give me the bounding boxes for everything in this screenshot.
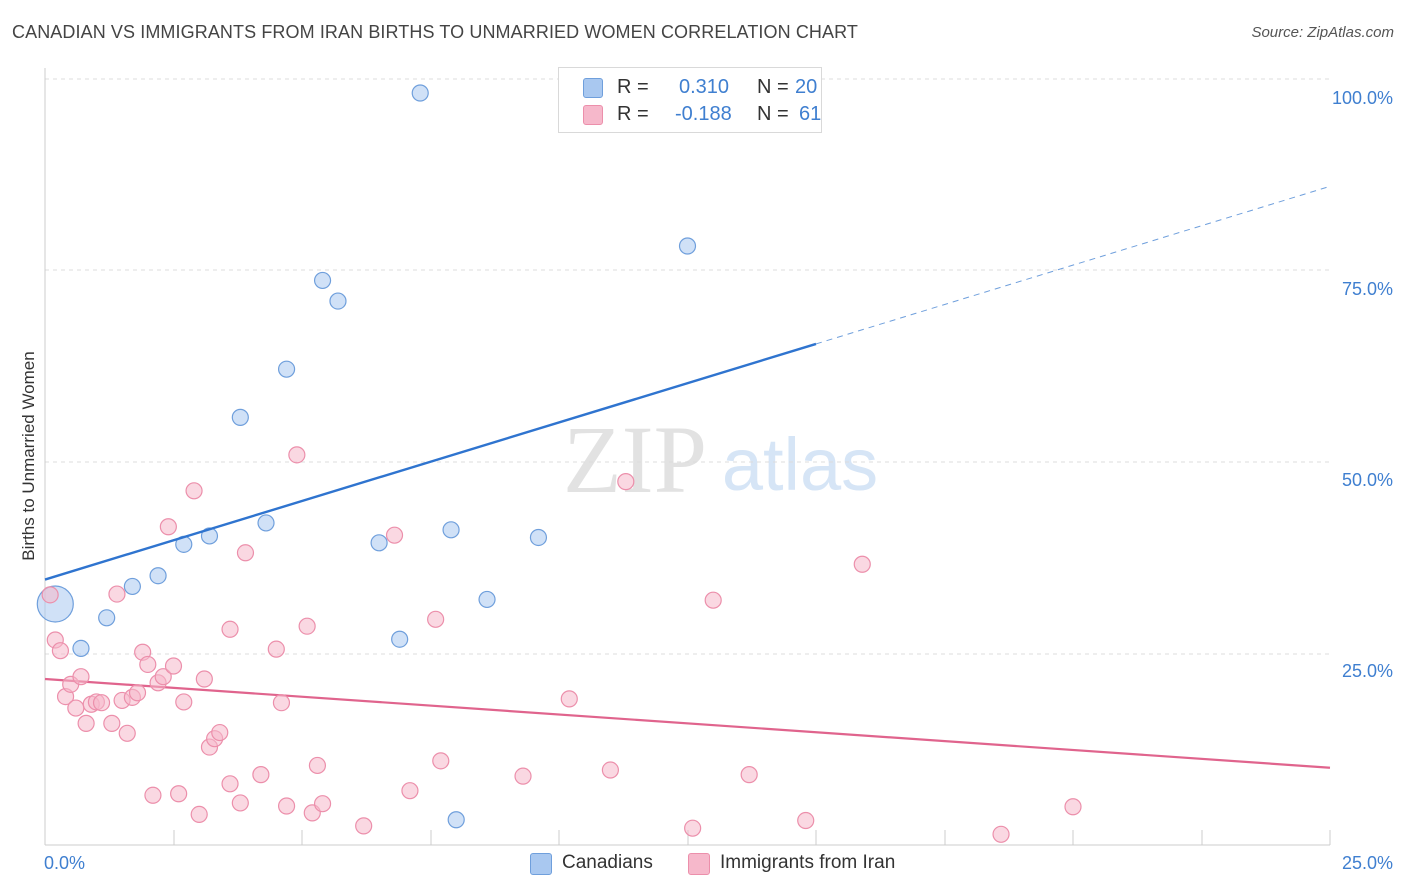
point-canadians [411,84,429,102]
point-iran [128,684,147,702]
point-iran [103,714,121,732]
point-iran [704,591,722,609]
point-iran [190,805,208,824]
legend-n-label: N = [757,103,789,125]
point-iran [236,544,255,562]
bottom-legend-swatch-iran [688,853,710,875]
point-iran [313,795,332,813]
x-tick-label: 25.0% [1342,853,1393,873]
point-iran [221,620,239,638]
point-canadians [200,527,219,545]
point-iran [144,786,162,804]
point-iran [427,610,445,628]
point-iran [560,690,578,708]
point-canadians [478,590,496,609]
watermark-atlas: atlas [722,423,878,506]
point-iran [992,825,1010,843]
point-iran [308,756,327,775]
legend-r-value: -0.188 [675,103,732,125]
bottom-legend-swatch-canadians [530,853,552,875]
point-canadians [447,811,465,829]
point-iran [401,782,419,800]
point-canadians [370,534,388,552]
bottom-legend-label: Canadians [562,852,653,873]
point-iran [601,761,620,779]
legend-n-value: 61 [799,103,822,125]
x-tick-label: 0.0% [44,853,85,873]
point-iran [154,668,172,686]
point-iran [108,585,126,603]
point-iran [41,586,59,604]
point-iran [853,555,871,573]
point-iran [272,694,291,712]
source-label: Source: ZipAtlas.com [1251,24,1394,41]
point-iran [139,655,157,674]
point-iran [77,714,95,732]
point-iran [514,767,532,785]
point-canadians [123,577,141,596]
point-canadians [277,360,296,378]
y-tick-label: 100.0% [1332,88,1393,108]
trend-line-canadians-extension [815,185,1331,345]
point-iran [385,526,404,544]
legend-swatch-canadians [583,78,603,98]
point-canadians [391,630,409,648]
point-iran [277,797,296,815]
y-tick-label: 50.0% [1342,470,1393,490]
point-iran [118,724,136,742]
point-iran [185,482,203,500]
point-iran [231,794,249,812]
point-iran [159,518,177,536]
legend-n-label: N = [757,76,789,98]
point-iran [298,617,316,635]
trend-line-canadians [44,342,817,581]
legend-r-value: 0.310 [679,76,730,98]
legend-n-value: 20 [795,76,818,98]
point-canadians [98,609,116,627]
bottom-legend-label: Immigrants from Iran [720,852,896,873]
point-canadians [313,271,332,290]
point-iran [195,670,213,688]
point-iran [211,723,229,742]
legend-r-label: R = [617,103,649,125]
point-iran [175,693,193,711]
point-canadians [442,521,460,539]
point-iran [797,811,815,830]
point-iran [51,642,70,660]
point-iran [432,752,450,770]
correlation-legend: R = 0.310 N = 20 R = -0.188 N = 61 [558,67,822,133]
point-canadians [149,567,167,585]
point-iran [740,766,758,784]
point-iran [72,668,90,686]
point-canadians [257,514,275,532]
trend-line-iran [44,677,1331,769]
point-canadians [529,528,548,547]
point-canadians [678,237,697,255]
y-tick-label: 75.0% [1342,279,1393,299]
y-tick-label: 25.0% [1342,661,1393,681]
point-iran [684,819,702,837]
point-iran [1064,798,1082,816]
point-canadians [72,639,90,657]
chart-title: CANADIAN VS IMMIGRANTS FROM IRAN BIRTHS … [12,22,858,42]
point-canadians [231,408,249,426]
point-iran [617,473,635,491]
point-iran [221,775,239,793]
point-iran [252,766,270,784]
point-iran [164,657,183,675]
point-iran [170,785,188,803]
legend-r-label: R = [617,76,649,98]
point-iran [92,694,111,712]
legend-swatch-iran [583,105,603,125]
point-iran [267,640,285,658]
point-iran [355,817,373,835]
point-iran [288,446,306,464]
point-canadians [329,292,347,310]
watermark-zip: ZIP [563,406,707,513]
point-iran [67,699,85,717]
